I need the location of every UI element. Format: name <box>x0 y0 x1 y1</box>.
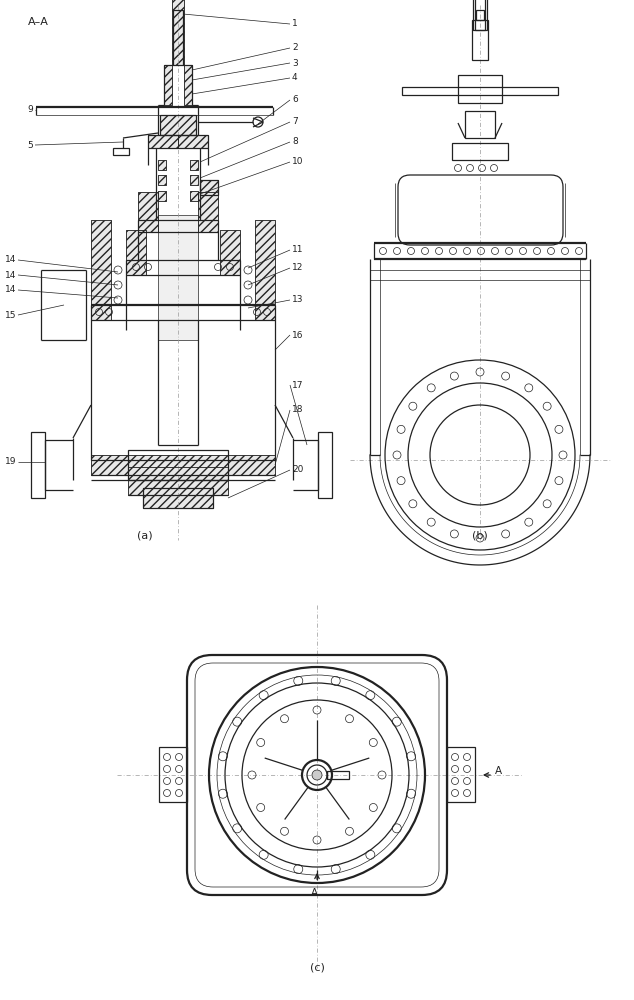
Text: 10: 10 <box>292 157 304 166</box>
Bar <box>178 135 208 148</box>
Text: 14: 14 <box>4 286 16 294</box>
Bar <box>126 230 146 275</box>
Text: 7: 7 <box>292 117 298 126</box>
Text: 20: 20 <box>292 466 304 475</box>
Text: 5: 5 <box>27 140 33 149</box>
Text: 9: 9 <box>27 105 33 114</box>
Bar <box>200 180 218 195</box>
Bar <box>160 115 196 135</box>
Bar <box>159 747 187 802</box>
Text: 1: 1 <box>292 19 298 28</box>
Text: 14: 14 <box>4 255 16 264</box>
Bar <box>327 771 349 779</box>
Bar <box>190 175 198 185</box>
Text: 12: 12 <box>292 263 304 272</box>
Bar <box>160 115 196 135</box>
Bar <box>158 160 166 170</box>
Bar <box>318 432 332 498</box>
Bar <box>158 175 166 185</box>
Bar <box>126 230 146 275</box>
Bar <box>158 191 166 201</box>
Text: 19: 19 <box>4 458 16 466</box>
Bar <box>184 65 192 105</box>
Bar <box>143 488 213 508</box>
Bar <box>148 135 178 148</box>
Bar <box>178 135 208 148</box>
Text: 4: 4 <box>292 74 297 83</box>
Bar <box>91 220 111 320</box>
Bar <box>91 455 275 475</box>
Bar <box>31 432 45 498</box>
Bar <box>402 87 558 95</box>
Bar <box>164 65 172 105</box>
Text: A: A <box>311 888 318 898</box>
Bar <box>128 450 228 480</box>
Text: A–A: A–A <box>28 17 49 27</box>
Bar <box>158 160 166 170</box>
Text: 8: 8 <box>292 137 298 146</box>
Bar <box>255 220 275 320</box>
Bar <box>198 192 218 232</box>
Circle shape <box>312 770 322 780</box>
Bar <box>143 488 213 508</box>
Bar <box>447 747 475 802</box>
Text: 2: 2 <box>292 43 297 52</box>
Bar <box>200 180 218 195</box>
Bar <box>172 0 184 65</box>
Bar <box>138 192 158 232</box>
Bar <box>255 220 275 320</box>
Bar <box>190 160 198 170</box>
Text: 16: 16 <box>292 330 304 340</box>
Bar <box>220 230 240 275</box>
Text: 6: 6 <box>292 96 298 104</box>
Bar <box>190 191 198 201</box>
Bar <box>113 148 129 155</box>
Text: (a): (a) <box>137 530 153 540</box>
Bar <box>200 180 218 195</box>
Text: A: A <box>495 766 502 776</box>
Bar <box>173 10 183 65</box>
Bar <box>138 192 158 232</box>
Bar <box>158 191 166 201</box>
Bar <box>473 0 487 30</box>
Bar <box>465 111 495 138</box>
Text: (b): (b) <box>472 530 488 540</box>
Bar <box>158 215 198 340</box>
Bar <box>190 160 198 170</box>
Bar <box>475 0 485 30</box>
Bar <box>198 192 218 232</box>
Bar <box>158 175 166 185</box>
Bar <box>91 220 111 320</box>
Bar <box>472 20 488 60</box>
Bar <box>476 10 484 20</box>
Text: 15: 15 <box>4 310 16 320</box>
Bar <box>128 467 228 495</box>
Bar <box>148 135 178 148</box>
Bar <box>128 467 228 495</box>
Bar <box>452 143 508 160</box>
Text: 13: 13 <box>292 296 304 304</box>
Text: (c): (c) <box>309 963 325 973</box>
Bar <box>173 10 183 65</box>
Text: 14: 14 <box>4 270 16 279</box>
Bar <box>190 191 198 201</box>
Text: 17: 17 <box>292 380 304 389</box>
Bar <box>143 488 213 508</box>
Bar <box>91 455 275 475</box>
Bar <box>172 0 184 65</box>
Bar <box>190 175 198 185</box>
Bar <box>164 65 172 105</box>
Bar <box>220 230 240 275</box>
Bar <box>458 75 502 103</box>
Bar <box>184 65 192 105</box>
Text: 3: 3 <box>292 58 298 68</box>
Text: 18: 18 <box>292 406 304 414</box>
Text: 11: 11 <box>292 245 304 254</box>
